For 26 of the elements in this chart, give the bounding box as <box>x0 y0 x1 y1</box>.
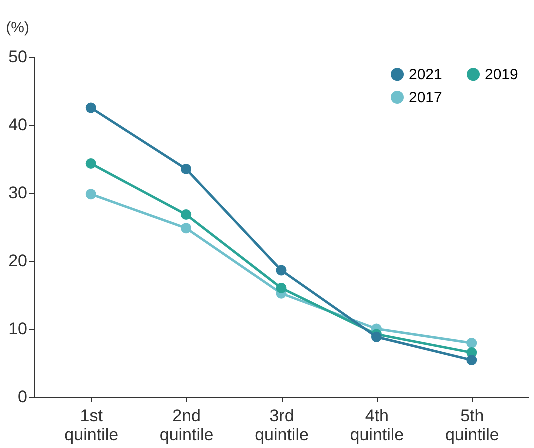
x-tick-label: 3rd quintile <box>255 406 309 444</box>
point <box>181 223 192 234</box>
point <box>86 102 96 114</box>
y-axis-title: (%) <box>6 20 30 36</box>
y-tick-label: 50 <box>8 48 28 66</box>
legend-label: 2019 <box>485 66 518 84</box>
point <box>276 282 287 294</box>
y-tick-label: 10 <box>8 320 28 338</box>
x-tick-label: 4th quintile <box>350 406 404 444</box>
y-tick-label: 30 <box>8 184 28 202</box>
legend-label: 2017 <box>409 90 442 106</box>
point <box>181 210 192 220</box>
point <box>276 265 287 276</box>
y-tick-label: 20 <box>8 252 28 270</box>
point <box>466 355 478 366</box>
point <box>181 164 192 174</box>
x-tick-label: 5th quintile <box>445 406 500 444</box>
point <box>86 158 96 169</box>
x-tick-label: 1st quintile <box>64 406 119 444</box>
x-tick-label: 2nd quintile <box>160 406 214 444</box>
y-tick-label: 0 <box>18 388 28 406</box>
y-tick-label: 40 <box>8 116 28 134</box>
point <box>371 332 382 342</box>
point <box>466 338 478 349</box>
point <box>86 189 96 200</box>
legend-label: 2021 <box>409 66 442 84</box>
